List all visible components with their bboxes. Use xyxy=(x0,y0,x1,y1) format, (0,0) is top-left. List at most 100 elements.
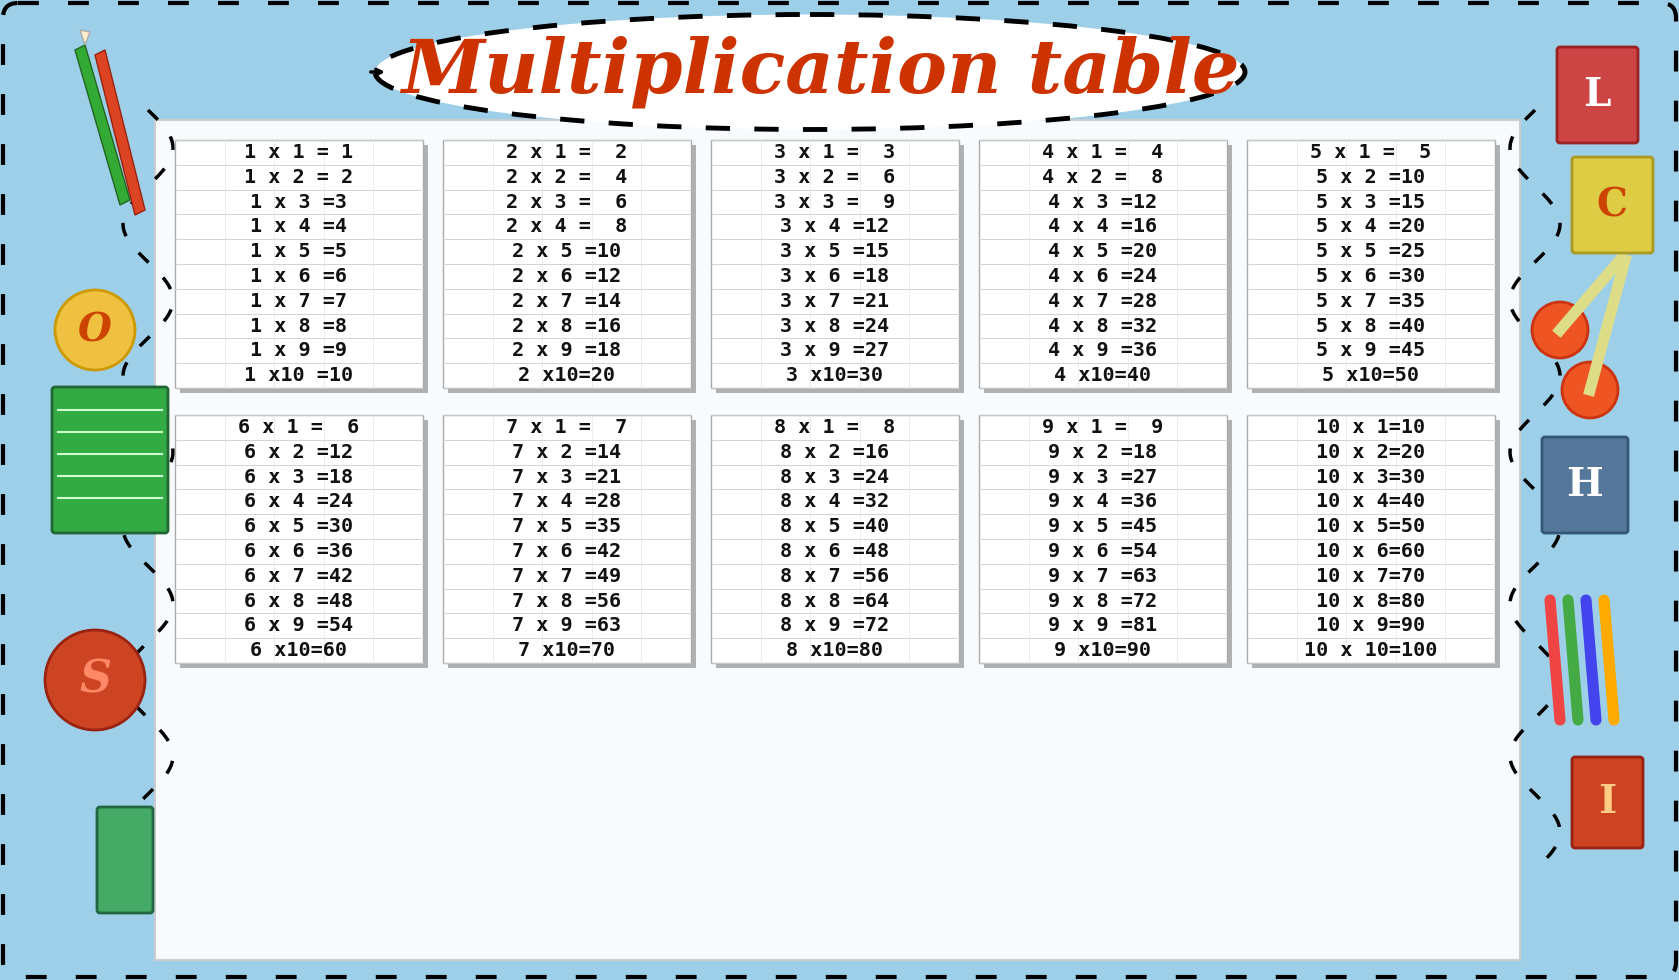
Text: 9 x 3 =27: 9 x 3 =27 xyxy=(1048,467,1157,486)
Text: 1 x 4 =4: 1 x 4 =4 xyxy=(250,218,348,236)
Text: 8 x 4 =32: 8 x 4 =32 xyxy=(781,492,890,512)
Text: 10 x 8=80: 10 x 8=80 xyxy=(1316,592,1425,611)
Polygon shape xyxy=(81,30,91,45)
Text: 3 x 5 =15: 3 x 5 =15 xyxy=(781,242,890,261)
Text: 2 x 8 =16: 2 x 8 =16 xyxy=(512,317,621,335)
Text: 4 x 4 =16: 4 x 4 =16 xyxy=(1048,218,1157,236)
Text: 9 x 7 =63: 9 x 7 =63 xyxy=(1048,566,1157,586)
Text: 3 x 6 =18: 3 x 6 =18 xyxy=(781,267,890,286)
Text: 9 x 8 =72: 9 x 8 =72 xyxy=(1048,592,1157,611)
FancyBboxPatch shape xyxy=(97,807,153,913)
FancyBboxPatch shape xyxy=(1253,145,1499,393)
Text: 8 x 2 =16: 8 x 2 =16 xyxy=(781,443,890,462)
FancyBboxPatch shape xyxy=(443,415,692,663)
Text: 5 x 5 =25: 5 x 5 =25 xyxy=(1316,242,1425,261)
FancyBboxPatch shape xyxy=(52,387,168,533)
FancyBboxPatch shape xyxy=(1572,757,1644,848)
Text: S: S xyxy=(79,659,111,702)
FancyBboxPatch shape xyxy=(180,420,428,668)
Text: 5 x 7 =35: 5 x 7 =35 xyxy=(1316,292,1425,311)
Text: 10 x 9=90: 10 x 9=90 xyxy=(1316,616,1425,635)
Text: 5 x 8 =40: 5 x 8 =40 xyxy=(1316,317,1425,335)
FancyBboxPatch shape xyxy=(1572,157,1654,253)
Circle shape xyxy=(1531,302,1588,358)
Text: 10 x 2=20: 10 x 2=20 xyxy=(1316,443,1425,462)
Text: 8 x 7 =56: 8 x 7 =56 xyxy=(781,566,890,586)
Text: 7 x 3 =21: 7 x 3 =21 xyxy=(512,467,621,486)
Text: 7 x 5 =35: 7 x 5 =35 xyxy=(512,517,621,536)
Text: I: I xyxy=(1598,783,1617,821)
FancyBboxPatch shape xyxy=(448,145,697,393)
FancyBboxPatch shape xyxy=(979,140,1227,388)
Text: 2 x 9 =18: 2 x 9 =18 xyxy=(512,341,621,361)
FancyBboxPatch shape xyxy=(984,145,1232,393)
Text: 6 x 3 =18: 6 x 3 =18 xyxy=(245,467,354,486)
Text: 10 x 6=60: 10 x 6=60 xyxy=(1316,542,1425,561)
Text: 1 x 1 = 1: 1 x 1 = 1 xyxy=(245,143,354,162)
Text: O: O xyxy=(77,311,112,349)
Text: 7 x10=70: 7 x10=70 xyxy=(519,641,616,661)
Text: 3 x 4 =12: 3 x 4 =12 xyxy=(781,218,890,236)
FancyBboxPatch shape xyxy=(979,415,1227,663)
Text: 1 x 5 =5: 1 x 5 =5 xyxy=(250,242,348,261)
Text: 5 x 3 =15: 5 x 3 =15 xyxy=(1316,192,1425,212)
Text: 5 x 1 =  5: 5 x 1 = 5 xyxy=(1310,143,1432,162)
Text: 4 x 1 =  4: 4 x 1 = 4 xyxy=(1043,143,1164,162)
FancyBboxPatch shape xyxy=(1253,420,1499,668)
Text: 6 x 5 =30: 6 x 5 =30 xyxy=(245,517,354,536)
Text: 8 x 8 =64: 8 x 8 =64 xyxy=(781,592,890,611)
Text: 10 x 5=50: 10 x 5=50 xyxy=(1316,517,1425,536)
FancyBboxPatch shape xyxy=(154,120,1519,960)
Text: 3 x 3 =  9: 3 x 3 = 9 xyxy=(774,192,895,212)
FancyBboxPatch shape xyxy=(448,420,697,668)
Text: 1 x 6 =6: 1 x 6 =6 xyxy=(250,267,348,286)
Circle shape xyxy=(45,630,144,730)
Circle shape xyxy=(1561,362,1619,418)
Ellipse shape xyxy=(374,15,1246,129)
Text: 2 x 2 =  4: 2 x 2 = 4 xyxy=(507,168,628,187)
FancyBboxPatch shape xyxy=(715,420,964,668)
Text: 3 x 1 =  3: 3 x 1 = 3 xyxy=(774,143,895,162)
Text: 7 x 9 =63: 7 x 9 =63 xyxy=(512,616,621,635)
Text: 9 x 1 =  9: 9 x 1 = 9 xyxy=(1043,417,1164,437)
Text: 4 x 3 =12: 4 x 3 =12 xyxy=(1048,192,1157,212)
FancyBboxPatch shape xyxy=(1556,47,1639,143)
Text: 1 x10 =10: 1 x10 =10 xyxy=(245,367,354,385)
FancyBboxPatch shape xyxy=(710,140,959,388)
FancyBboxPatch shape xyxy=(180,145,428,393)
Text: 8 x 9 =72: 8 x 9 =72 xyxy=(781,616,890,635)
Text: Multiplication table: Multiplication table xyxy=(401,35,1239,108)
Text: 2 x 1 =  2: 2 x 1 = 2 xyxy=(507,143,628,162)
FancyBboxPatch shape xyxy=(715,145,964,393)
Text: 10 x 10=100: 10 x 10=100 xyxy=(1305,641,1437,661)
FancyBboxPatch shape xyxy=(1247,415,1494,663)
FancyBboxPatch shape xyxy=(443,140,692,388)
FancyBboxPatch shape xyxy=(984,420,1232,668)
Text: 2 x 4 =  8: 2 x 4 = 8 xyxy=(507,218,628,236)
Text: 7 x 2 =14: 7 x 2 =14 xyxy=(512,443,621,462)
Text: 6 x10=60: 6 x10=60 xyxy=(250,641,348,661)
Text: 6 x 6 =36: 6 x 6 =36 xyxy=(245,542,354,561)
Text: 6 x 8 =48: 6 x 8 =48 xyxy=(245,592,354,611)
Text: L: L xyxy=(1583,76,1610,114)
Text: 6 x 4 =24: 6 x 4 =24 xyxy=(245,492,354,512)
Text: 2 x 7 =14: 2 x 7 =14 xyxy=(512,292,621,311)
Text: 10 x 3=30: 10 x 3=30 xyxy=(1316,467,1425,486)
Text: 8 x 6 =48: 8 x 6 =48 xyxy=(781,542,890,561)
Text: 6 x 9 =54: 6 x 9 =54 xyxy=(245,616,354,635)
Text: 3 x 8 =24: 3 x 8 =24 xyxy=(781,317,890,335)
Text: 1 x 8 =8: 1 x 8 =8 xyxy=(250,317,348,335)
Text: 5 x 2 =10: 5 x 2 =10 xyxy=(1316,168,1425,187)
Text: 2 x 3 =  6: 2 x 3 = 6 xyxy=(507,192,628,212)
Circle shape xyxy=(55,290,134,370)
Text: 2 x 5 =10: 2 x 5 =10 xyxy=(512,242,621,261)
Text: 8 x 1 =  8: 8 x 1 = 8 xyxy=(774,417,895,437)
Text: 1 x 3 =3: 1 x 3 =3 xyxy=(250,192,348,212)
Text: 1 x 9 =9: 1 x 9 =9 xyxy=(250,341,348,361)
Text: C: C xyxy=(1597,186,1627,224)
Text: 3 x10=30: 3 x10=30 xyxy=(786,367,883,385)
Text: 6 x 2 =12: 6 x 2 =12 xyxy=(245,443,354,462)
Text: 4 x 6 =24: 4 x 6 =24 xyxy=(1048,267,1157,286)
Text: 9 x10=90: 9 x10=90 xyxy=(1054,641,1152,661)
Text: 5 x10=50: 5 x10=50 xyxy=(1323,367,1419,385)
